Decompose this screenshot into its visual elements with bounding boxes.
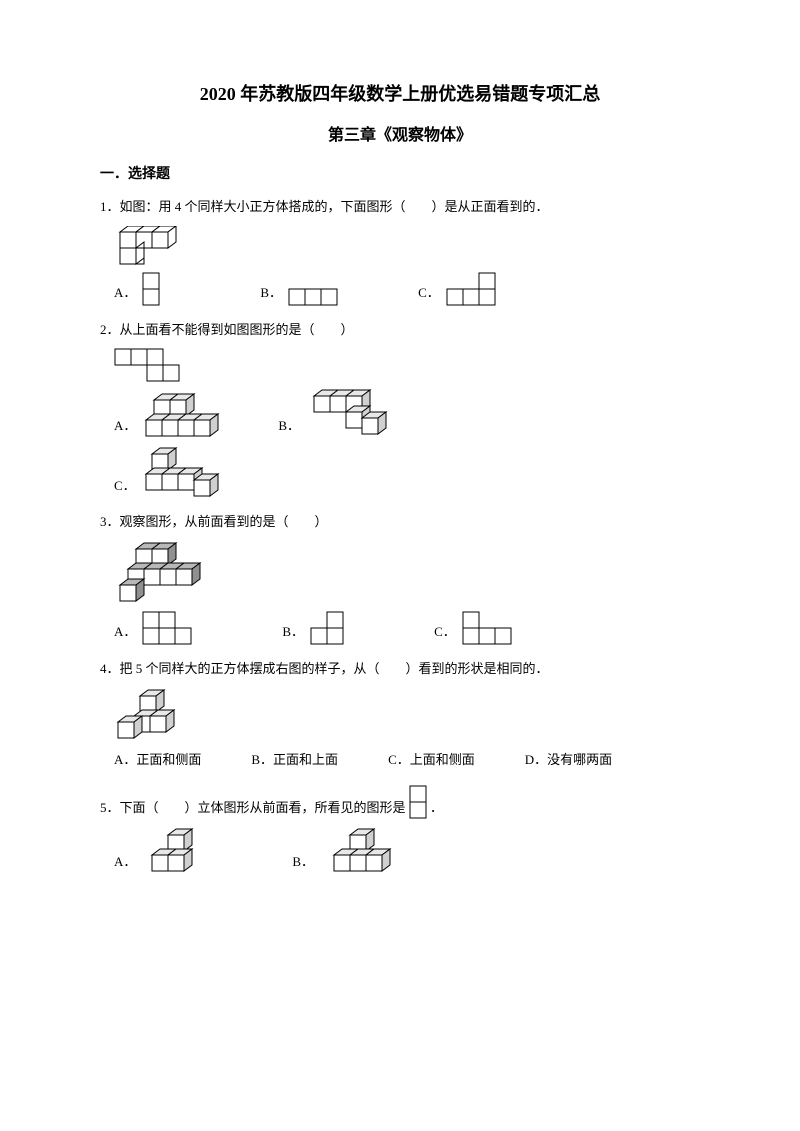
q5-optA-label: A． [114,852,136,873]
q1-option-b: B． [260,283,338,306]
q5-pre: 5．下面（ ）立体图形从前面看，所看见的图形是 [100,800,406,815]
q1-optB-label: B． [260,283,282,304]
q5-options: A． B． [114,827,700,875]
q2-optB-cubes [306,388,392,438]
q3-optB-label: B． [282,622,304,643]
q1-optC-label: C． [418,283,440,304]
q2-optA-label: A． [114,416,136,437]
q4-text: 4．把 5 个同样大的正方体摆成右图的样子，从（ ）看到的形状是相同的． [100,659,700,680]
q4-optC: C．上面和侧面 [388,750,475,771]
q4-cubes [114,688,184,742]
q2-optA-cubes [142,390,228,438]
q3-option-a: A． [114,611,192,645]
q3-optA-shape [142,611,192,645]
q4-figure [114,688,700,742]
q3-text: 3．观察图形，从前面看到的是（ ） [100,512,700,533]
q2-options: A． [114,388,700,498]
q2-option-b: B． [278,388,392,438]
q4-optB: B．正面和上面 [251,750,338,771]
q1-optB-shape [288,288,338,306]
q4-options: A．正面和侧面 B．正面和上面 C．上面和侧面 D．没有哪两面 [114,750,700,771]
q1-text: 1．如图：用 4 个同样大小正方体搭成的，下面图形（ ）是从正面看到的． [100,197,700,218]
q3-optB-shape [310,611,344,645]
q3-optC-shape [462,611,512,645]
q5-inline-shape [409,785,427,819]
q3-optA-label: A． [114,622,136,643]
q2-text: 2．从上面看不能得到如图图形的是（ ） [100,320,700,341]
q3-option-c: C． [434,611,512,645]
q4-optA: A．正面和侧面 [114,750,201,771]
q5-post: ． [430,800,443,815]
q2-figure [114,348,700,382]
q1-option-c: C． [418,272,496,306]
q4-optD: D．没有哪两面 [525,750,612,771]
q2-option-a: A． [114,390,228,438]
q3-cubes [114,541,214,605]
q3-optC-label: C． [434,622,456,643]
q3-figure [114,541,700,605]
question-4: 4．把 5 个同样大的正方体摆成右图的样子，从（ ）看到的形状是相同的． A．正… [100,659,700,771]
q5-text: 5．下面（ ）立体图形从前面看，所看见的图形是 ． [100,785,700,819]
q5-optB-label: B． [292,852,314,873]
q5-optA-cubes [142,827,212,875]
question-2: 2．从上面看不能得到如图图形的是（ ） A． [100,320,700,499]
q3-option-b: B． [282,611,344,645]
q2-flat-shape [114,348,180,382]
document-title: 2020 年苏教版四年级数学上册优选易错题专项汇总 [100,80,700,109]
question-3: 3．观察图形，从前面看到的是（ ） [100,512,700,645]
q2-optC-label: C． [114,476,136,497]
document-subtitle: 第三章《观察物体》 [100,123,700,149]
q2-optB-label: B． [278,416,300,437]
q1-optC-shape [446,272,496,306]
q1-optA-shape [142,272,160,306]
section-heading: 一．选择题 [100,164,700,186]
q5-option-b: B． [292,827,410,875]
q1-option-a: A． [114,272,160,306]
q2-option-c: C． [114,446,232,498]
q1-figure [114,226,700,266]
q1-options: A． B． C． [114,272,700,306]
q1-optA-label: A． [114,283,136,304]
q5-option-a: A． [114,827,212,875]
q1-cube-figure [114,226,178,266]
question-1: 1．如图：用 4 个同样大小正方体搭成的，下面图形（ ）是从正面看到的． A． [100,197,700,306]
q5-optB-cubes [320,827,410,875]
question-5: 5．下面（ ）立体图形从前面看，所看见的图形是 ． A． [100,785,700,875]
q2-optC-cubes [142,446,232,498]
q3-options: A． B． C． [114,611,700,645]
